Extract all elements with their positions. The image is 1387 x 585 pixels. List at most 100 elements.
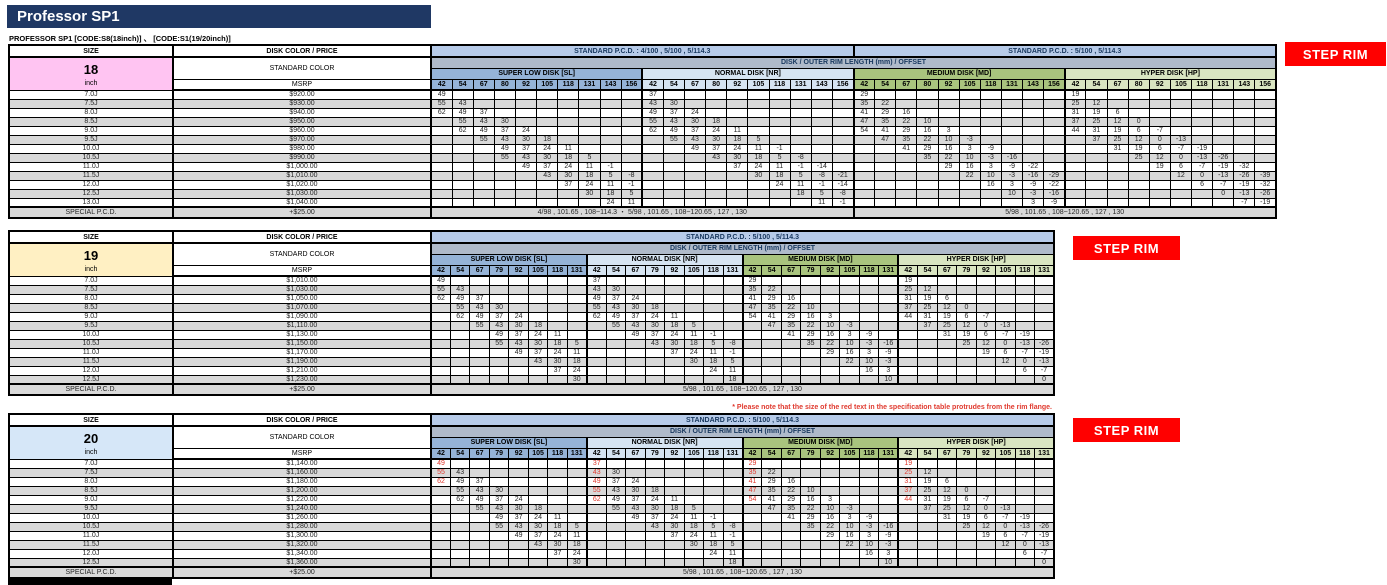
- offset-value: -3: [878, 539, 899, 550]
- offset-value: [547, 467, 568, 478]
- offset-value: 0: [1169, 152, 1193, 163]
- offset-value: 43: [605, 302, 627, 313]
- offset-value: 25: [897, 467, 919, 478]
- offset-value: [874, 197, 897, 208]
- section-header-nr: NORMAL DISK [NR]: [585, 253, 743, 266]
- msrp-price: $1,180.00: [172, 476, 432, 487]
- offset-value: 22: [937, 152, 960, 163]
- step-rim-button-18[interactable]: STEP RIM: [1285, 42, 1386, 66]
- offset-value: 24: [625, 293, 646, 304]
- offset-value: -13: [1014, 338, 1036, 349]
- offset-value: [1254, 143, 1277, 154]
- special-pcd-row: SPECIAL P.C.D. +$25.00 5/98 , 101.65 , 108…: [8, 566, 1055, 579]
- msrp-price: $990.00: [172, 152, 432, 163]
- offset-value: 29: [819, 347, 841, 358]
- offset-value: [429, 494, 451, 505]
- offset-value: 11: [566, 530, 588, 541]
- disk-color-price-header: DISK COLOR / PRICE: [172, 44, 432, 58]
- offset-value: [1034, 302, 1055, 313]
- offset-value: [995, 458, 1016, 469]
- offset-value: [703, 485, 724, 496]
- section-header-hp: HYPER DISK [HP]: [897, 436, 1055, 449]
- offset-value: [937, 170, 960, 181]
- msrp-price: $1,170.00: [172, 347, 432, 358]
- offset-value: 16: [858, 548, 880, 559]
- offset-value: [488, 530, 510, 541]
- offset-value: 49: [493, 143, 517, 154]
- offset-value: 12: [995, 356, 1016, 367]
- rim-length-col-header: 118: [703, 447, 724, 460]
- offset-value: [852, 170, 876, 181]
- offset-value: [897, 356, 919, 367]
- offset-value: [895, 179, 918, 190]
- step-rim-button-19[interactable]: STEP RIM: [1073, 236, 1180, 260]
- offset-value: [536, 125, 559, 136]
- offset-value: [917, 365, 938, 376]
- offset-value: [800, 530, 821, 541]
- offset-value: [1034, 503, 1055, 514]
- offset-value: [508, 539, 529, 550]
- offset-value: [514, 170, 538, 181]
- rim-length-col-header: 42: [1063, 78, 1087, 91]
- step-rim-label: STEP RIM: [1302, 46, 1369, 62]
- row-label: 7.5J: [8, 98, 174, 109]
- offset-value: [726, 179, 749, 190]
- data-row: 11.5J $1,320.00 43 30 18 30 18 5 22 10 -3 12 0 -13: [8, 539, 1055, 550]
- offset-value: 30: [508, 503, 529, 514]
- offset-value: 19: [956, 329, 977, 340]
- msrp-price: $1,030.00: [172, 188, 432, 199]
- offset-value: [780, 539, 802, 550]
- offset-value: [620, 125, 643, 136]
- offset-value: [1254, 134, 1277, 145]
- offset-value: -13: [1190, 152, 1214, 163]
- data-row: 10.0J $980.00 49 37 24 11 49 37 24 11 -1 41 29 16 3 -9 3…: [8, 143, 1277, 154]
- offset-value: -16: [1021, 170, 1045, 181]
- row-label: 11.5J: [8, 539, 174, 550]
- offset-value: [641, 161, 664, 172]
- offset-value: [800, 293, 821, 304]
- offset-value: [936, 347, 958, 358]
- offset-value: 24: [768, 179, 791, 190]
- offset-value: [839, 302, 860, 313]
- offset-value: [761, 458, 782, 469]
- rim-length-col-header: 143: [1233, 78, 1256, 91]
- offset-value: [936, 338, 958, 349]
- rim-length-col-header: 80: [1127, 78, 1150, 91]
- offset-value: [644, 458, 666, 469]
- offset-value: 43: [527, 539, 549, 550]
- offset-value: 5: [810, 188, 833, 199]
- offset-value: [429, 152, 453, 163]
- offset-value: [662, 188, 686, 199]
- offset-value: 41: [895, 143, 918, 154]
- msrp-price: $1,090.00: [172, 311, 432, 322]
- offset-value: 29: [937, 161, 960, 172]
- offset-value: [429, 374, 451, 385]
- offset-value: [958, 188, 981, 199]
- offset-value: [625, 365, 646, 376]
- offset-value: [819, 467, 841, 478]
- offset-value: [449, 374, 471, 385]
- rim-length-col-header: 105: [995, 264, 1016, 277]
- offset-value: [664, 374, 685, 385]
- rim-length-col-header: 105: [536, 78, 559, 91]
- offset-value: [664, 548, 685, 559]
- offset-value: [747, 197, 770, 208]
- offset-value: 43: [469, 485, 490, 496]
- offset-value: 19: [917, 476, 938, 487]
- offset-value: 6: [1169, 161, 1193, 172]
- offset-value: [1000, 197, 1024, 208]
- offset-value: [469, 458, 490, 469]
- step-rim-button-20[interactable]: STEP RIM: [1073, 418, 1180, 442]
- offset-value: [508, 284, 529, 295]
- size-column-header: SIZE: [8, 230, 174, 244]
- offset-value: 37: [585, 275, 607, 286]
- rim-length-col-header: 42: [852, 78, 876, 91]
- offset-value: [469, 521, 490, 532]
- offset-value: [429, 557, 451, 568]
- section-header-sl: SUPER LOW DISK [SL]: [429, 67, 643, 80]
- data-row: 7.5J $1,160.00 55 43 43 30 35 22 25 12: [8, 467, 1055, 478]
- offset-value: [858, 476, 880, 487]
- offset-value: [1043, 134, 1066, 145]
- offset-value: [916, 89, 939, 100]
- size-value: 18: [83, 61, 99, 77]
